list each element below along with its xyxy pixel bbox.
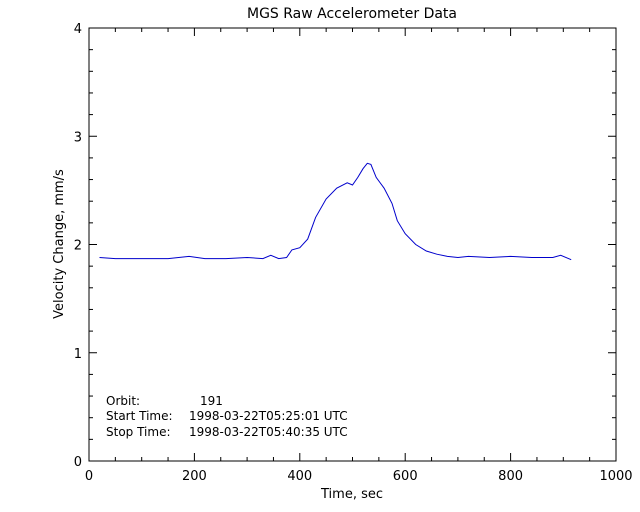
y-tick-label: 4 [74,22,82,37]
y-axis-label: Velocity Change, mm/s [52,169,67,319]
x-tick-label: 1000 [599,469,632,484]
orbit-info: Orbit: 191 Start Time: 1998-03-22T05:25:… [106,394,348,439]
stop-time-value: 1998-03-22T05:40:35 UTC [189,425,348,439]
x-axis: 0 200 400 600 800 1000 [85,28,633,484]
x-axis-label: Time, sec [320,487,383,502]
chart-title: MGS Raw Accelerometer Data [247,6,457,22]
stop-time-label: Stop Time: [106,425,171,439]
orbit-label: Orbit: [106,394,140,408]
y-tick-label: 1 [74,347,82,362]
x-tick-label: 200 [182,469,207,484]
x-tick-label: 400 [287,469,312,484]
start-time-label: Start Time: [106,409,173,423]
x-tick-label: 0 [85,469,93,484]
y-tick-label: 0 [74,455,82,470]
orbit-value: 191 [200,394,223,408]
series-line [99,162,572,261]
x-tick-label: 600 [393,469,418,484]
plot-frame [88,27,617,462]
x-tick-label: 800 [498,469,523,484]
start-time-value: 1998-03-22T05:25:01 UTC [189,409,348,423]
y-tick-label: 2 [74,239,82,254]
y-axis: 0 1 2 3 4 [74,22,616,470]
y-tick-label: 3 [74,130,82,145]
